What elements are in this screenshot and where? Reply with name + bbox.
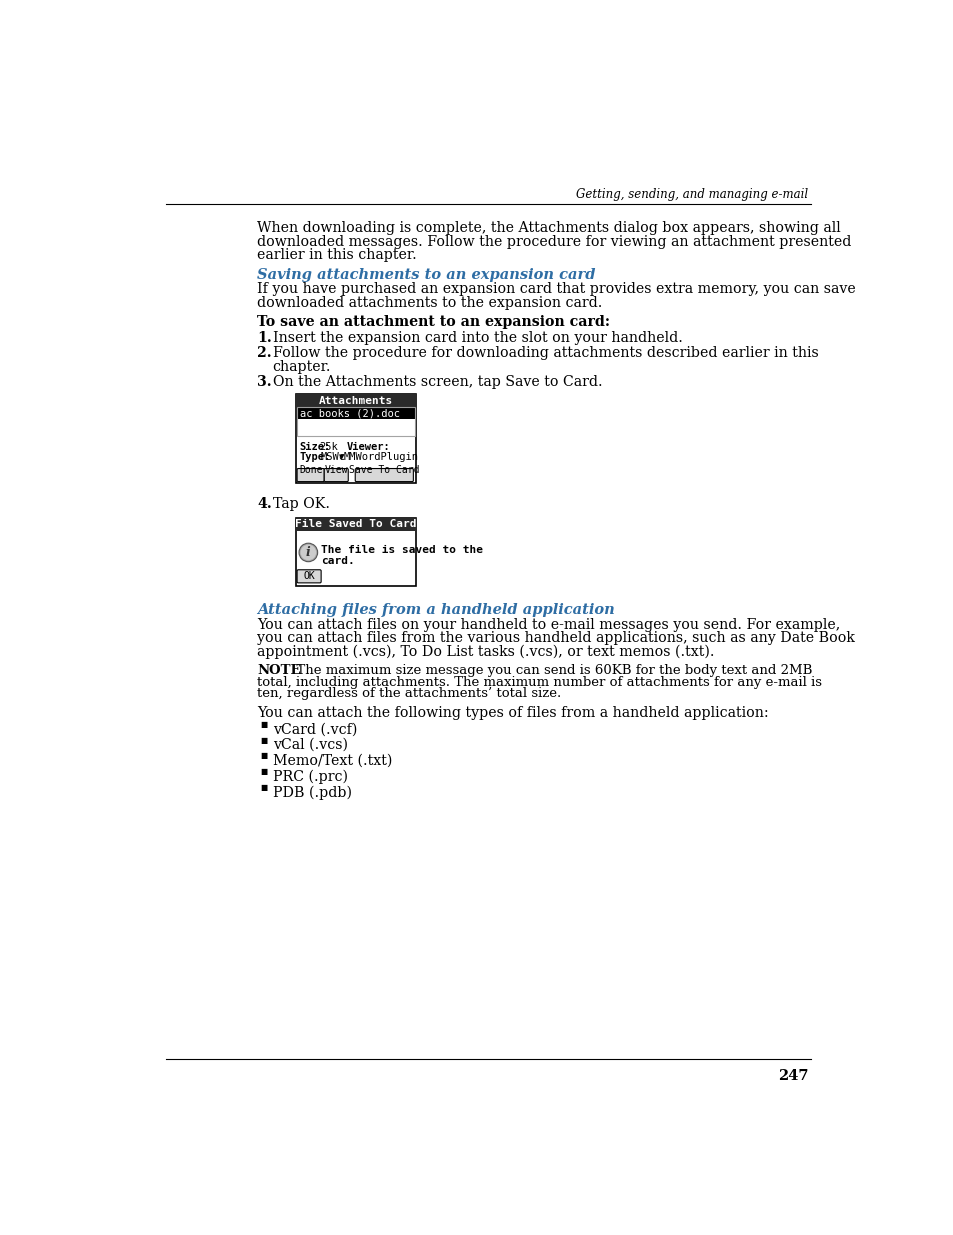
Circle shape [298,543,317,562]
Text: total, including attachments. The maximum number of attachments for any e-mail i: total, including attachments. The maximu… [257,676,821,689]
Text: ■: ■ [260,783,267,792]
FancyBboxPatch shape [355,468,413,482]
Text: 1.: 1. [257,331,272,345]
Text: Getting, sending, and managing e-mail: Getting, sending, and managing e-mail [576,188,807,201]
Text: earlier in this chapter.: earlier in this chapter. [257,248,416,262]
Text: chapter.: chapter. [273,359,331,373]
Text: 247: 247 [777,1070,807,1083]
Text: ■: ■ [260,767,267,777]
Text: i: i [306,546,311,559]
Text: Attachments: Attachments [318,395,393,406]
Bar [295,517,416,531]
Bar [295,394,416,483]
Text: Save To Card: Save To Card [349,464,419,474]
Text: View: View [324,464,348,474]
Text: 2.: 2. [257,346,272,361]
Text: OK: OK [303,572,314,582]
Text: Follow the procedure for downloading attachments described earlier in this: Follow the procedure for downloading att… [273,346,818,361]
Text: The maximum size message you can send is 60KB for the body text and 2MB: The maximum size message you can send is… [288,664,812,677]
Text: Tap OK.: Tap OK. [273,496,330,510]
Text: MMWordPlugin: MMWordPlugin [344,452,418,462]
Text: You can attach files on your handheld to e-mail messages you send. For example,: You can attach files on your handheld to… [257,618,840,631]
Text: Insert the expansion card into the slot on your handheld.: Insert the expansion card into the slot … [273,331,681,345]
Text: ■: ■ [260,720,267,729]
Text: NOTE: NOTE [257,664,300,677]
Text: MSWc: MSWc [320,452,345,462]
Text: ■: ■ [260,751,267,761]
Text: Viewer:: Viewer: [346,442,390,452]
Text: Type:: Type: [299,452,331,462]
Text: ten, regardless of the attachments’ total size.: ten, regardless of the attachments’ tota… [257,687,561,700]
Text: you can attach files from the various handheld applications, such as any Date Bo: you can attach files from the various ha… [257,631,854,645]
Text: Saving attachments to an expansion card: Saving attachments to an expansion card [257,268,595,282]
Text: ac books (2).doc: ac books (2).doc [299,408,399,419]
Text: PRC (.prc): PRC (.prc) [273,769,347,784]
Text: vCal (.vcs): vCal (.vcs) [273,739,347,752]
FancyBboxPatch shape [324,468,348,482]
Text: 3.: 3. [257,374,272,389]
Text: If you have purchased an expansion card that provides extra memory, you can save: If you have purchased an expansion card … [257,282,855,296]
Text: File Saved To Card: File Saved To Card [294,520,416,530]
Bar [296,408,415,419]
Bar [296,408,415,436]
Text: To save an attachment to an expansion card:: To save an attachment to an expansion ca… [257,315,610,330]
Text: downloaded attachments to the expansion card.: downloaded attachments to the expansion … [257,295,602,310]
Text: Size:: Size: [299,442,331,452]
FancyBboxPatch shape [296,468,324,482]
Text: 4.: 4. [257,496,272,510]
Circle shape [300,545,315,561]
Text: The file is saved to the: The file is saved to the [320,545,482,555]
Bar [295,517,416,585]
FancyBboxPatch shape [296,569,321,583]
Text: Done: Done [298,464,322,474]
Text: downloaded messages. Follow the procedure for viewing an attachment presented: downloaded messages. Follow the procedur… [257,235,851,248]
Text: vCard (.vcf): vCard (.vcf) [273,722,356,736]
Text: Memo/Text (.txt): Memo/Text (.txt) [273,753,392,768]
Text: PDB (.pdb): PDB (.pdb) [273,785,352,800]
Text: Attaching files from a handheld application: Attaching files from a handheld applicat… [257,603,615,616]
Text: 25k: 25k [319,442,337,452]
Text: ▼: ▼ [338,454,344,461]
Text: ■: ■ [260,736,267,745]
Text: When downloading is complete, the Attachments dialog box appears, showing all: When downloading is complete, the Attach… [257,221,840,236]
Text: appointment (.vcs), To Do List tasks (.vcs), or text memos (.txt).: appointment (.vcs), To Do List tasks (.v… [257,645,714,658]
Bar [295,394,416,408]
Bar [296,419,415,436]
Text: On the Attachments screen, tap Save to Card.: On the Attachments screen, tap Save to C… [273,374,601,389]
Text: You can attach the following types of files from a handheld application:: You can attach the following types of fi… [257,706,768,720]
Text: card.: card. [320,556,355,566]
